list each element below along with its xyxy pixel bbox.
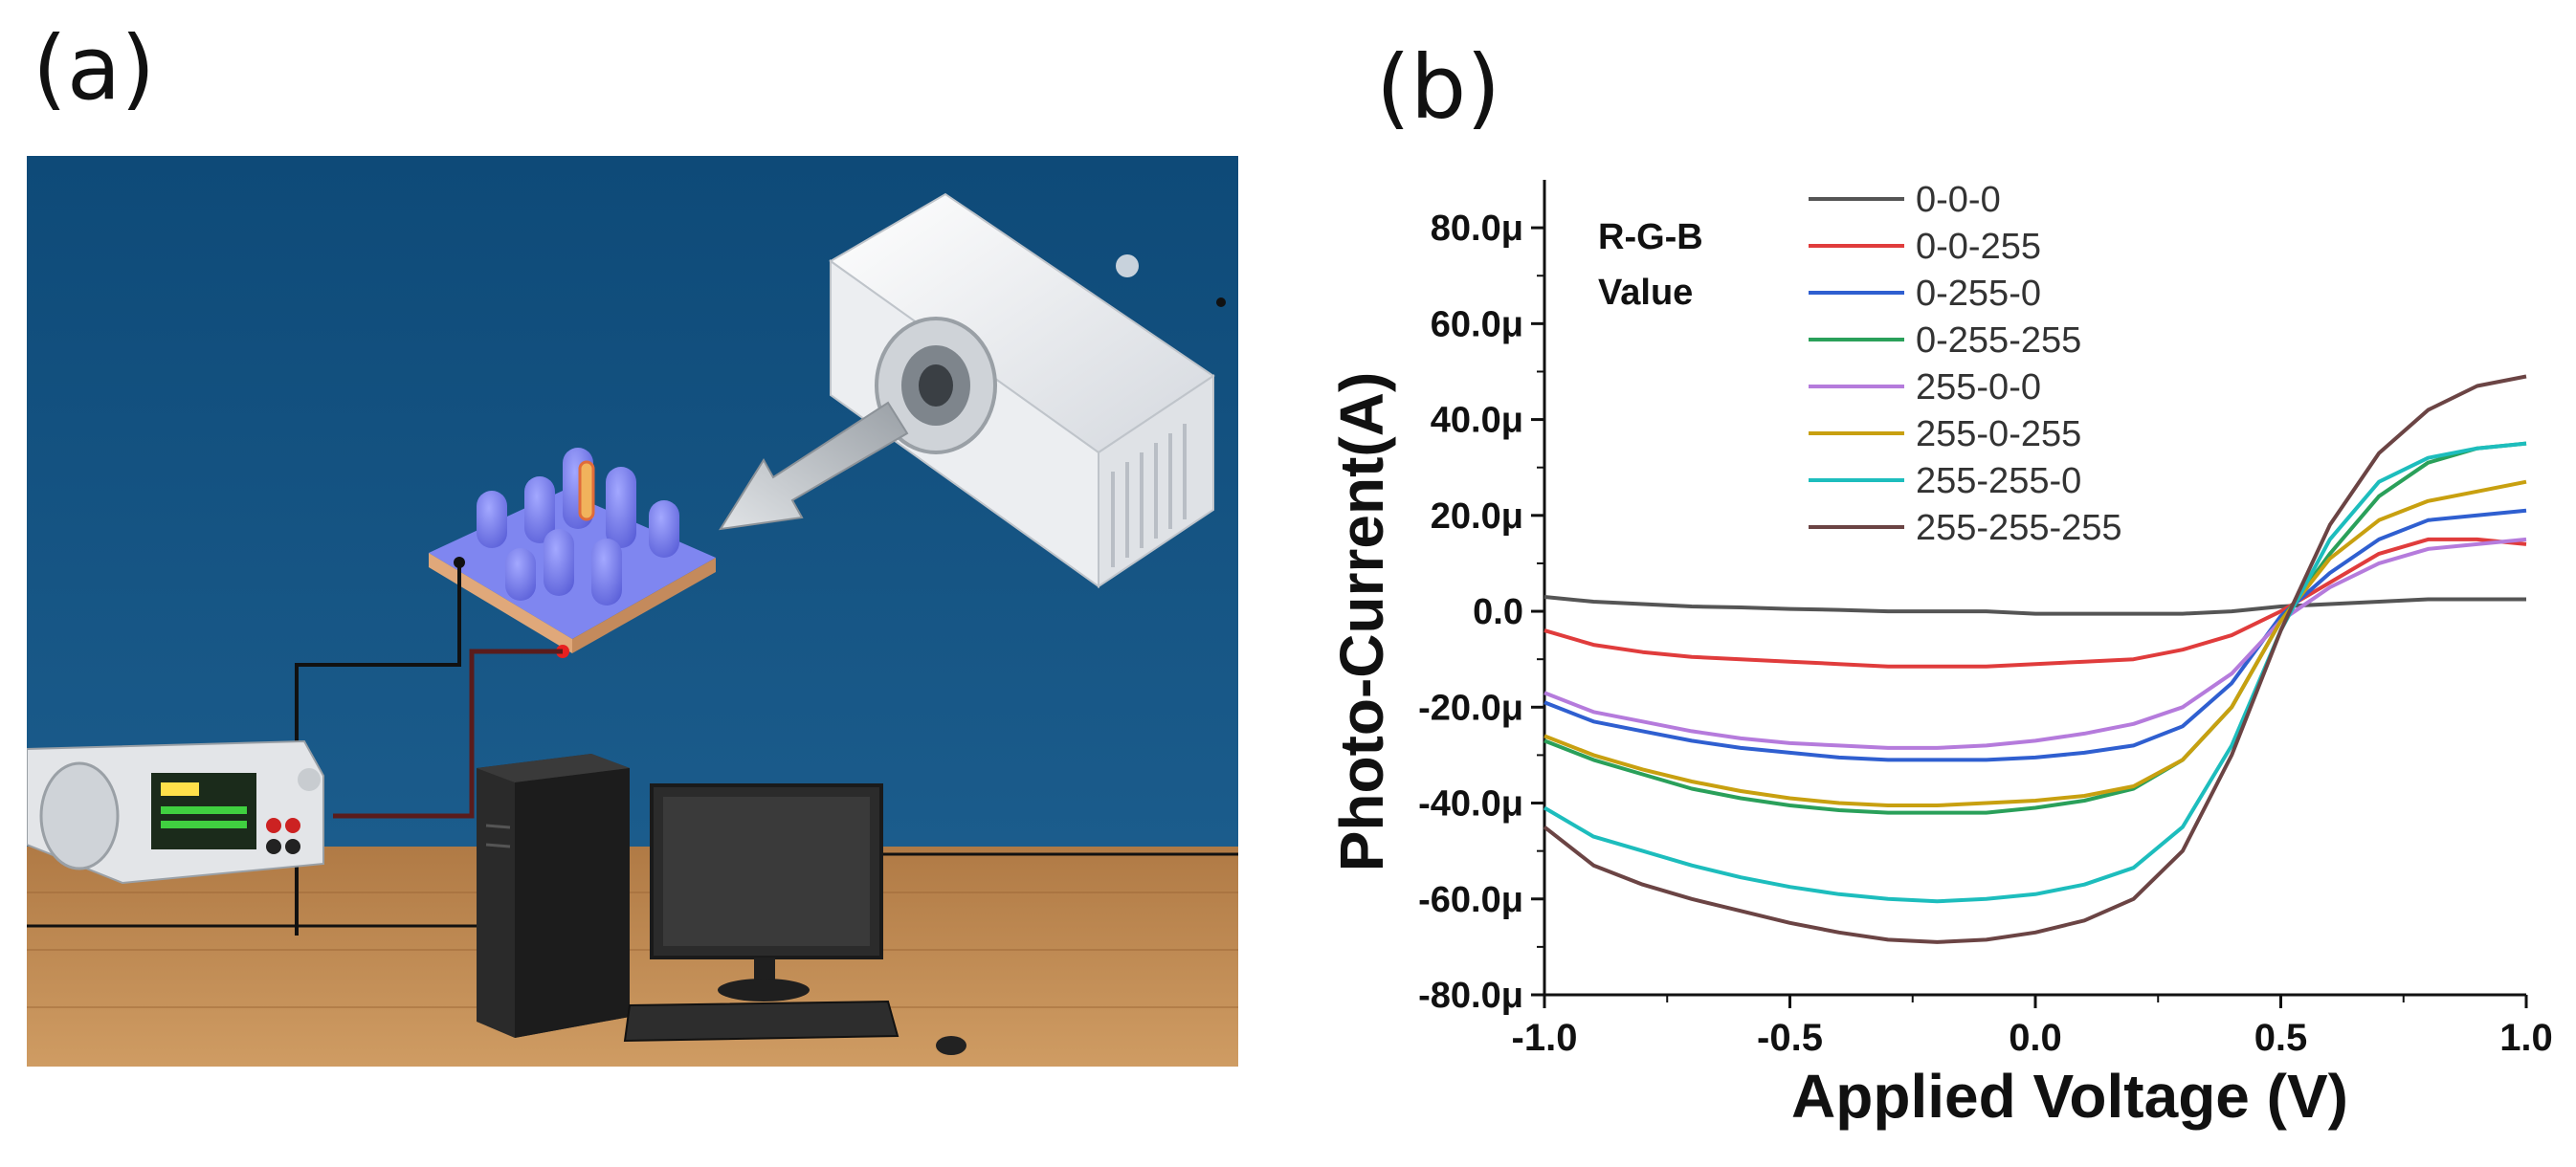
y-tick-label: -60.0μ (1418, 880, 1523, 920)
y-tick-label: 0.0 (1473, 592, 1523, 632)
y-tick-label: -20.0μ (1418, 688, 1523, 728)
legend-label: 0-0-255 (1916, 227, 2041, 267)
x-tick-label: -0.5 (1757, 1017, 1823, 1059)
series-lines (1543, 374, 2527, 944)
y-tick-label: 60.0μ (1431, 304, 1523, 344)
iv-chart: -80.0μ -60.0μ -40.0μ -20.0μ 0.0 20.0μ 40.0μ 60.… (1327, 180, 2553, 1131)
projector (829, 192, 1215, 588)
x-axis-label: Applied Voltage (V) (1791, 1062, 2348, 1131)
sample-chip (429, 448, 716, 658)
setup-illustration (27, 156, 1238, 1067)
legend-label: 0-0-0 (1916, 180, 2001, 220)
series-line-255-255-255 (1543, 374, 2527, 944)
y-tick-label: -80.0μ (1418, 976, 1523, 1016)
series-line-0-0-255 (1543, 537, 2527, 669)
legend-label: 255-255-0 (1916, 461, 2081, 501)
legend-title: R-G-B (1598, 217, 1703, 257)
x-tick-label: -1.0 (1512, 1017, 1578, 1059)
pc-tower (477, 754, 630, 1038)
red-wire (333, 649, 563, 819)
series-line-0-0-0 (1543, 595, 2526, 616)
legend: 0-0-0 0-0-255 0-255-0 0-255-255 255-0-0 255-0… (1598, 180, 2122, 548)
series-line-255-0-0 (1543, 537, 2527, 750)
series-line-0-255-0 (1543, 508, 2527, 762)
y-tick-label: 40.0μ (1431, 401, 1523, 441)
monitor (650, 783, 883, 1002)
mouse (936, 1036, 966, 1055)
x-tick-label: 1.0 (2499, 1017, 2553, 1059)
legend-label: 0-255-255 (1916, 320, 2081, 361)
panel-label-b: (b) (1376, 36, 1501, 139)
y-tick-label: 80.0μ (1431, 209, 1523, 249)
series-line-255-0-255 (1543, 479, 2527, 807)
series-line-0-255-255 (1543, 441, 2527, 815)
panel-label-a: (a) (33, 17, 156, 120)
legend-label: 255-0-255 (1916, 414, 2081, 454)
legend-title: Value (1598, 273, 1693, 313)
keyboard (623, 1000, 899, 1043)
y-axis-label: Photo-Current(A) (1327, 372, 1396, 872)
legend-label: 255-255-255 (1916, 508, 2122, 548)
x-tick-label: 0.0 (2009, 1017, 2062, 1059)
light-arrow (719, 401, 909, 531)
legend-label: 0-255-0 (1916, 274, 2041, 314)
axes: -80.0μ -60.0μ -40.0μ -20.0μ 0.0 20.0μ 40.0μ 60.… (1418, 180, 2553, 1059)
legend-label: 255-0-0 (1916, 367, 2041, 407)
y-tick-label: 20.0μ (1431, 496, 1523, 537)
x-tick-label: 0.5 (2254, 1017, 2308, 1059)
series-line-255-255-0 (1543, 441, 2527, 904)
source-meter (27, 739, 324, 885)
y-tick-label: -40.0μ (1418, 784, 1523, 825)
